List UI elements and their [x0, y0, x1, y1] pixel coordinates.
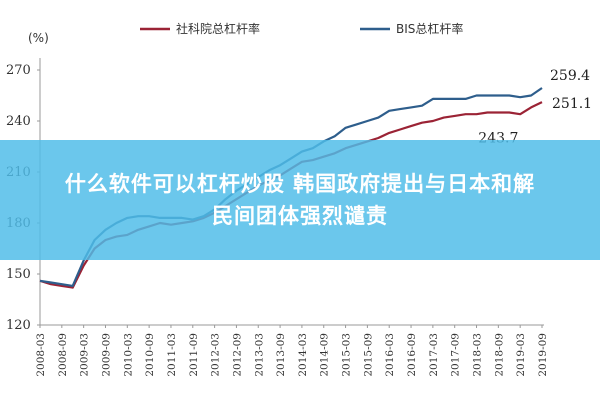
x-tick-label: 2017-03	[428, 333, 440, 377]
x-tick-label: 2012-09	[231, 333, 243, 377]
y-tick-label: 120	[6, 318, 31, 333]
data-label: 259.4	[550, 68, 590, 84]
chart-legend: 社科院总杠杆率 BIS总杠杆率	[140, 21, 463, 36]
x-tick-label: 2009-03	[79, 333, 91, 377]
legend-label-1: 社科院总杠杆率	[176, 21, 260, 36]
x-tick-label: 2018-09	[493, 333, 505, 377]
x-tick-label: 2008-09	[57, 333, 69, 377]
x-tick-label: 2014-09	[319, 333, 331, 377]
x-tick-label: 2010-09	[144, 333, 156, 377]
x-tick-label: 2014-03	[297, 333, 309, 377]
x-tick-label: 2016-09	[406, 333, 418, 377]
x-tick-label: 2013-09	[275, 333, 287, 377]
x-tick-label: 2015-09	[362, 333, 374, 377]
headline-line-1[interactable]: 什么软件可以杠杆炒股 韩国政府提出与日本和解	[64, 172, 536, 196]
chart-labels: (%)1201501802102402702008-032008-092009-…	[6, 31, 592, 377]
y-unit-label: (%)	[28, 31, 49, 45]
x-tick-label: 2011-09	[188, 333, 200, 377]
x-tick-label: 2009-09	[100, 333, 112, 377]
x-tick-label: 2008-03	[35, 333, 47, 377]
x-tick-label: 2010-03	[122, 333, 134, 377]
headline-line-2[interactable]: 民间团体强烈谴责	[212, 204, 388, 228]
y-tick-label: 150	[6, 267, 31, 282]
x-tick-label: 2013-03	[253, 333, 265, 377]
headline-banner[interactable]: 什么软件可以杠杆炒股 韩国政府提出与日本和解 民间团体强烈谴责	[0, 140, 600, 260]
data-label: 251.1	[552, 96, 592, 112]
x-tick-label: 2016-03	[384, 333, 396, 377]
x-tick-label: 2012-03	[210, 333, 222, 377]
x-tick-label: 2018-03	[472, 333, 484, 377]
y-tick-label: 240	[6, 114, 31, 129]
legend-label-2: BIS总杠杆率	[396, 21, 463, 36]
x-tick-label: 2017-09	[450, 333, 462, 377]
x-tick-label: 2011-03	[166, 333, 178, 377]
x-tick-label: 2019-09	[537, 333, 549, 377]
y-tick-label: 270	[6, 63, 31, 78]
x-tick-label: 2015-03	[341, 333, 353, 377]
x-tick-label: 2019-03	[515, 333, 527, 377]
